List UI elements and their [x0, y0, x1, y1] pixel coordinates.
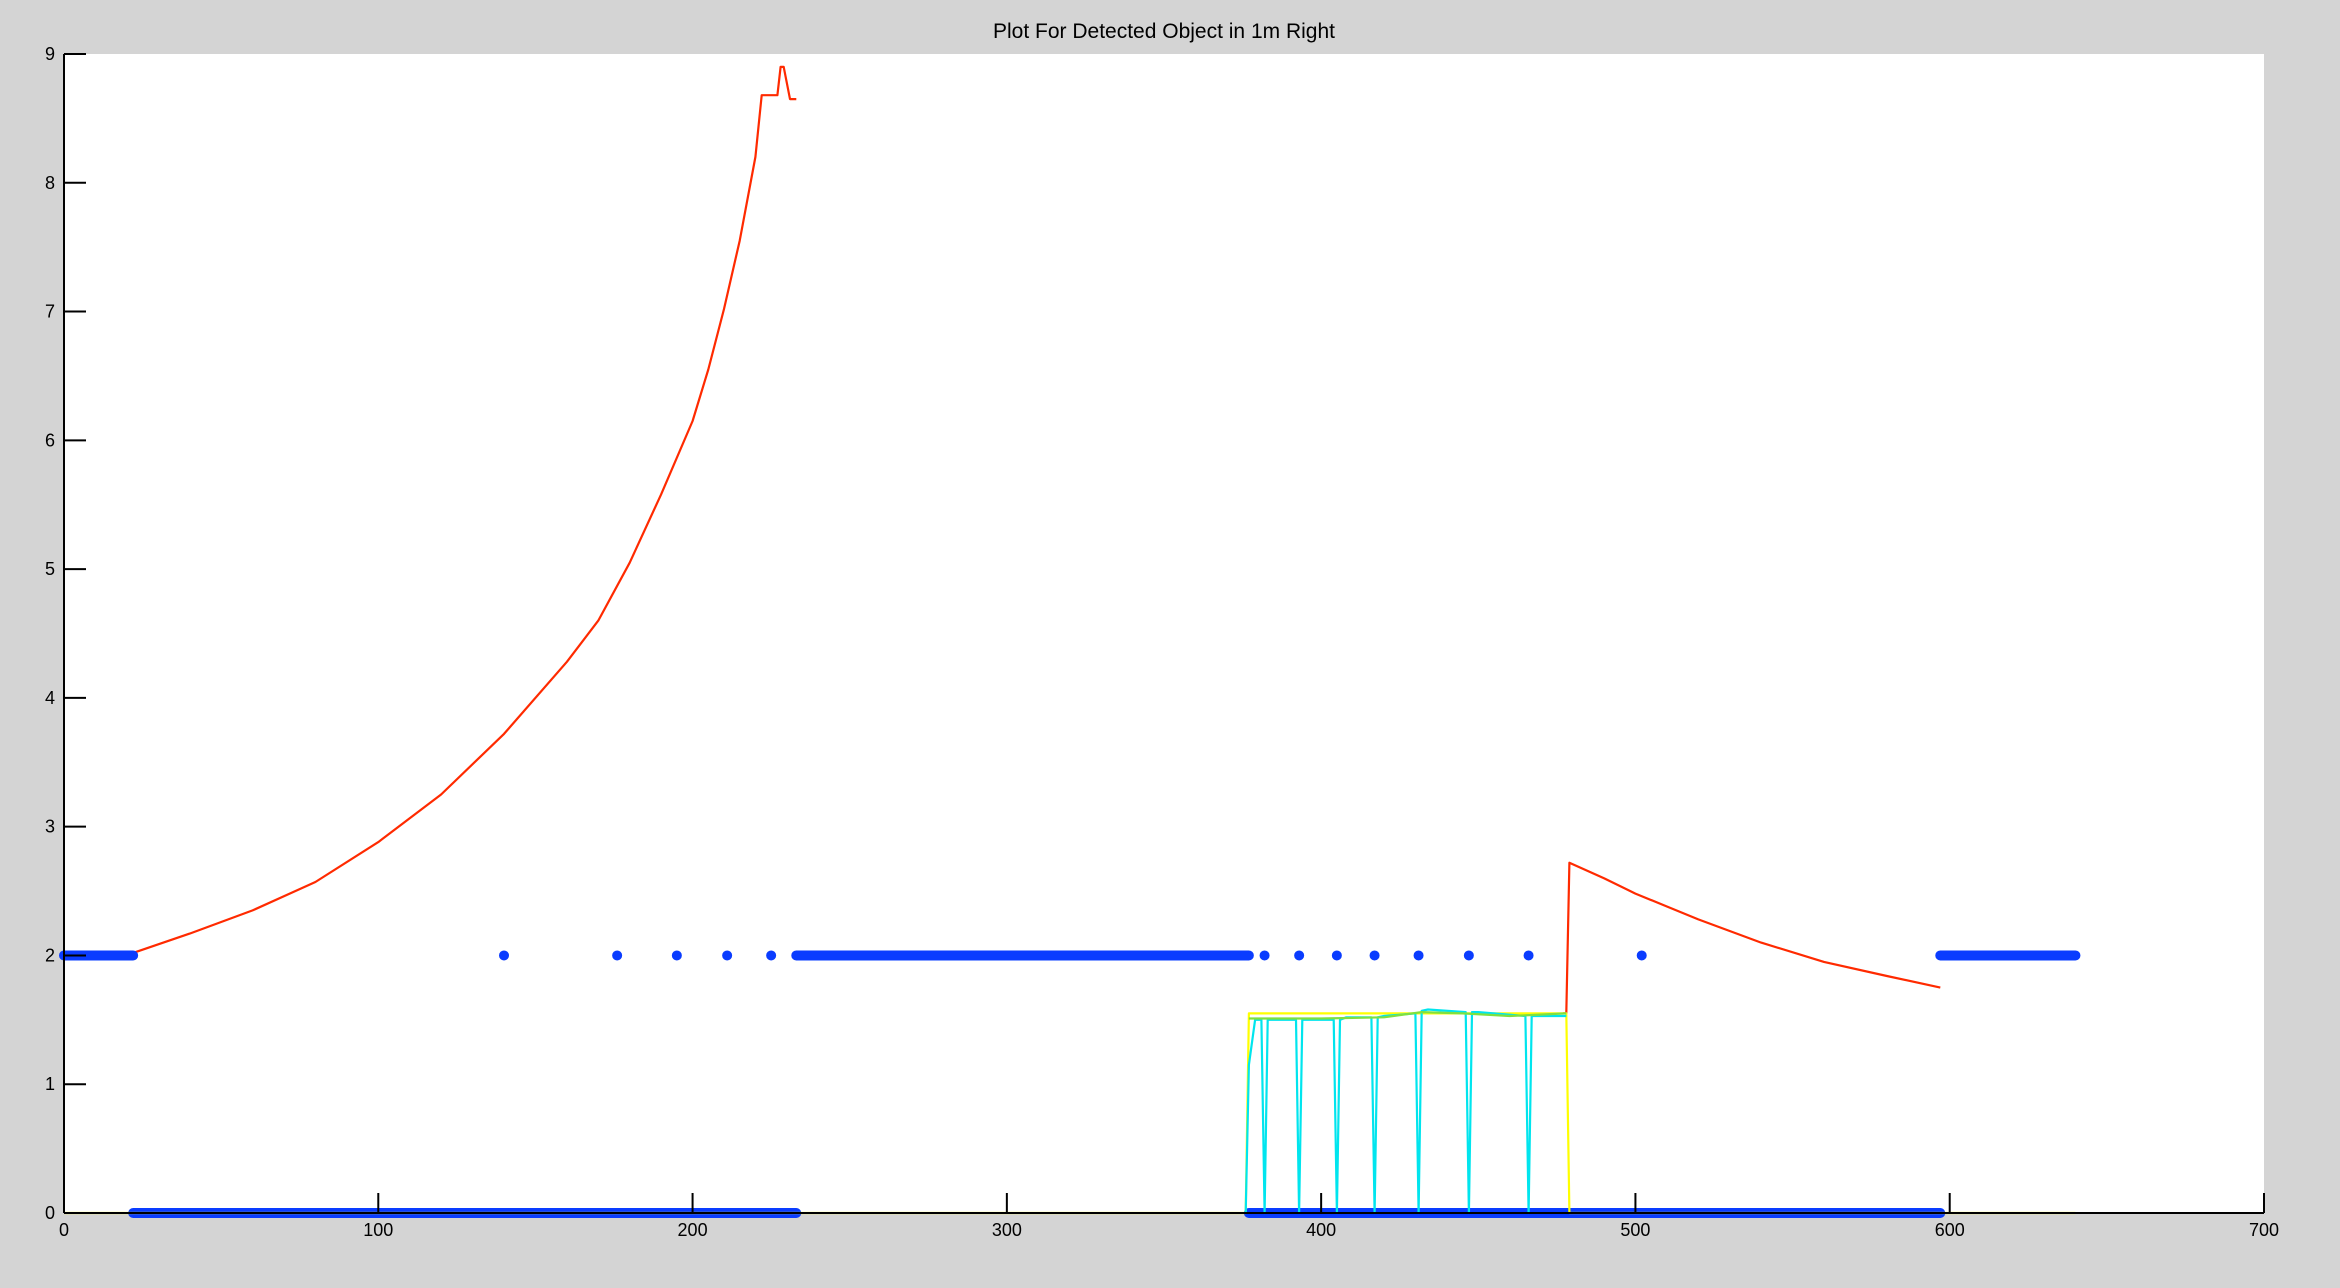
y-tick-label-6: 6 — [45, 430, 55, 450]
series-2-dot-3 — [722, 950, 733, 961]
x-tick-label-100: 100 — [363, 1220, 393, 1240]
series-2-dot-7 — [1331, 950, 1342, 961]
series-6-green-line — [1248, 1010, 1567, 1020]
series-5-cyan-line — [1244, 1008, 1567, 1215]
y-tick-label-3: 3 — [45, 817, 55, 837]
series-2-dot-2 — [671, 950, 682, 961]
x-tick-label-500: 500 — [1620, 1220, 1650, 1240]
series-2-dot-10 — [1463, 950, 1474, 961]
y-tick-label-7: 7 — [45, 302, 55, 322]
x-tick-label-700: 700 — [2249, 1220, 2279, 1240]
series-2-dot-4 — [766, 950, 777, 961]
series-2-dot-11 — [1523, 950, 1534, 961]
y-tick-label-4: 4 — [45, 688, 55, 708]
x-tick-label-200: 200 — [678, 1220, 708, 1240]
y-tick-label-9: 9 — [45, 44, 55, 64]
series-2-dot-1 — [612, 950, 623, 961]
x-tick-label-0: 0 — [59, 1220, 69, 1240]
y-tick-label-5: 5 — [45, 559, 55, 579]
y-tick-label-8: 8 — [45, 173, 55, 193]
axes-layer: 0 100 200 300 400 500 600 700 0 1 2 3 4 5 6 7 8 9 — [45, 44, 2279, 1240]
series-1-red-line — [1563, 861, 1941, 1015]
chart-title: Plot For Detected Object in 1m Right — [993, 20, 1335, 43]
series-2-dot-5 — [1259, 950, 1270, 961]
y-tick-label-2: 2 — [45, 945, 55, 965]
series-2-dot-8 — [1369, 950, 1380, 961]
series-2-dot-9 — [1413, 950, 1424, 961]
x-tick-label-400: 400 — [1306, 1220, 1336, 1240]
y-tick-label-1: 1 — [45, 1074, 55, 1094]
x-tick-label-600: 600 — [1935, 1220, 1965, 1240]
series-2-dot-0 — [499, 950, 509, 961]
y-tick-label-0: 0 — [45, 1203, 55, 1223]
series-2-dot-6 — [1294, 950, 1305, 961]
plot-area — [64, 54, 2264, 1213]
x-tick-label-300: 300 — [992, 1220, 1022, 1240]
series-0-red-line — [132, 65, 797, 954]
series-2-dot-12 — [1636, 950, 1647, 961]
